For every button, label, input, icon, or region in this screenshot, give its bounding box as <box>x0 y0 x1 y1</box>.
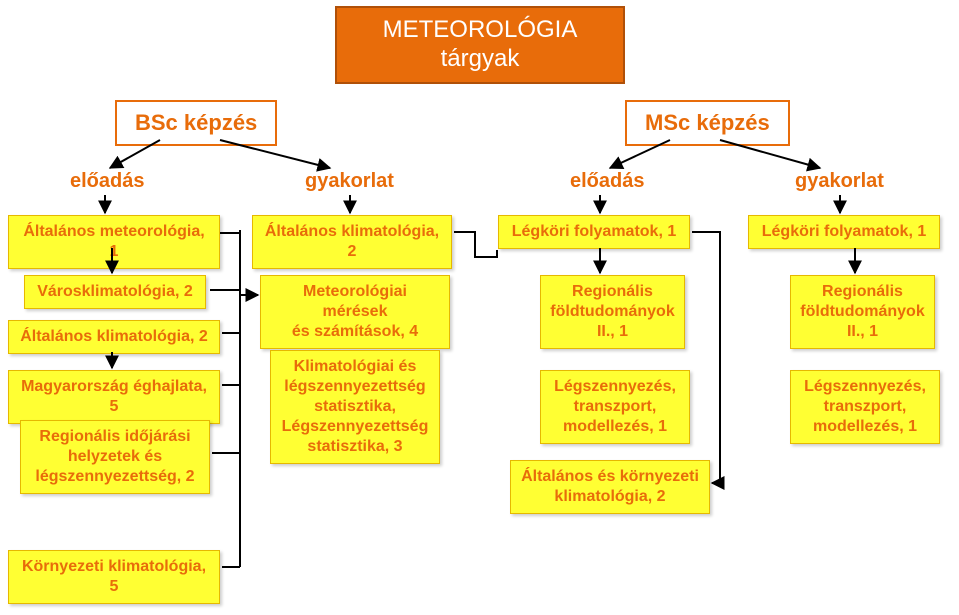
msc-label: MSc képzés <box>645 110 770 135</box>
c1-e3: légszennyezettség, 2 <box>35 468 194 485</box>
c2-c4: Légszennyezettség <box>282 418 429 435</box>
c3-c2: transzport, <box>574 398 657 415</box>
c3-d2: klimatológia, 2 <box>554 488 665 505</box>
c1-f: Környezeti klimatológia, 5 <box>8 550 220 604</box>
c2-b1: Meteorológiai mérések <box>303 283 407 320</box>
c3-c: Légszennyezés, transzport, modellezés, 1 <box>540 370 690 444</box>
cat-gyakorlat-1: gyakorlat <box>305 170 394 193</box>
cat-eloadas-1: előadás <box>70 170 144 193</box>
c2-c5: statisztika, 3 <box>307 438 402 455</box>
c2-a: Általános klimatológia, 2 <box>252 215 452 269</box>
title-box: METEOROLÓGIA tárgyak <box>335 6 625 84</box>
c4-c2: transzport, <box>824 398 907 415</box>
c1-f-text: Környezeti klimatológia, 5 <box>22 558 206 595</box>
cat-gyakorlat-2: gyakorlat <box>795 170 884 193</box>
c3-b1: Regionális <box>572 283 653 300</box>
c3-a-text: Légköri folyamatok, 1 <box>512 223 677 240</box>
c2-a-text: Általános klimatológia, 2 <box>265 223 439 260</box>
c1-e1: Regionális időjárási <box>39 428 190 445</box>
c4-c3: modellezés, 1 <box>813 418 917 435</box>
c1-e2: helyzetek és <box>68 448 162 465</box>
c1-d: Magyarország éghajlata, 5 <box>8 370 220 424</box>
c4-b: Regionális földtudományok II., 1 <box>790 275 935 349</box>
c2-c1: Klimatológiai és <box>294 358 417 375</box>
c3-a: Légköri folyamatok, 1 <box>498 215 690 249</box>
title-line2: tárgyak <box>441 45 520 72</box>
c2-c: Klimatológiai és légszennyezettség stati… <box>270 350 440 464</box>
c1-d-text: Magyarország éghajlata, 5 <box>21 378 207 415</box>
c2-c3: statisztika, <box>314 398 396 415</box>
c4-a: Légköri folyamatok, 1 <box>748 215 940 249</box>
c4-c1: Légszennyezés, <box>804 378 926 395</box>
c3-c3: modellezés, 1 <box>563 418 667 435</box>
c3-b2: földtudományok <box>550 303 674 320</box>
c1-e: Regionális időjárási helyzetek és légsze… <box>20 420 210 494</box>
c4-b2: földtudományok <box>800 303 924 320</box>
c1-a: Általános meteorológia, 1 <box>8 215 220 269</box>
title-line1: METEOROLÓGIA <box>383 16 578 43</box>
c1-b: Városklimatológia, 2 <box>24 275 206 309</box>
c2-b2: és számítások, 4 <box>292 323 418 340</box>
c3-b: Regionális földtudományok II., 1 <box>540 275 685 349</box>
c2-b: Meteorológiai mérések és számítások, 4 <box>260 275 450 349</box>
c4-b3: II., 1 <box>847 323 878 340</box>
c3-b3: II., 1 <box>597 323 628 340</box>
c1-c: Általános klimatológia, 2 <box>8 320 220 354</box>
bsc-label: BSc képzés <box>135 110 257 135</box>
bsc-box: BSc képzés <box>115 100 277 146</box>
c2-c2: légszennyezettség <box>284 378 425 395</box>
msc-box: MSc képzés <box>625 100 790 146</box>
c4-b1: Regionális <box>822 283 903 300</box>
c4-a-text: Légköri folyamatok, 1 <box>762 223 927 240</box>
c3-c1: Légszennyezés, <box>554 378 676 395</box>
c3-d: Általános és környezeti klimatológia, 2 <box>510 460 710 514</box>
cat-eloadas-2: előadás <box>570 170 644 193</box>
c1-a-text: Általános meteorológia, 1 <box>23 223 204 260</box>
c3-d1: Általános és környezeti <box>521 468 699 485</box>
c1-b-text: Városklimatológia, 2 <box>37 283 193 300</box>
c4-c: Légszennyezés, transzport, modellezés, 1 <box>790 370 940 444</box>
c1-c-text: Általános klimatológia, 2 <box>20 328 208 345</box>
